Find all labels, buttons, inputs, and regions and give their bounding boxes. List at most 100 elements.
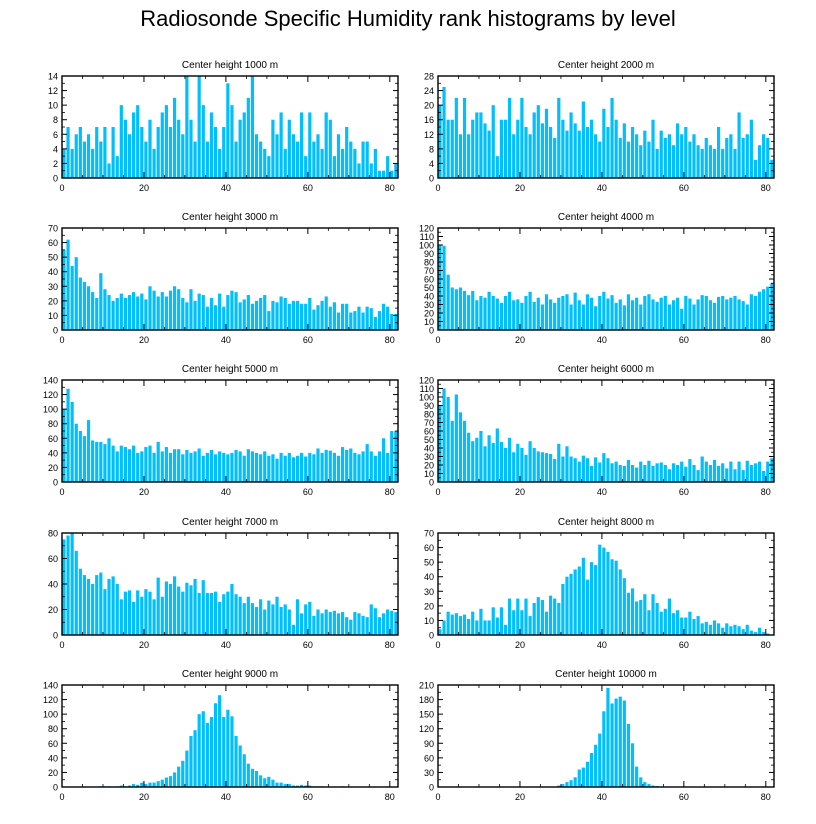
bar: [308, 452, 312, 482]
bar: [201, 105, 205, 178]
bar: [639, 777, 643, 787]
y-tick-label: 40: [48, 448, 58, 458]
bar: [450, 119, 454, 178]
bar: [66, 535, 70, 635]
bar: [700, 623, 704, 635]
x-tick-label: 0: [59, 640, 64, 650]
bar: [148, 445, 152, 482]
bar: [622, 305, 626, 330]
bar: [226, 709, 230, 787]
bar: [475, 620, 479, 635]
bar: [271, 300, 275, 330]
bar: [205, 452, 209, 482]
bar: [721, 627, 725, 635]
bar: [193, 141, 197, 178]
bar: [483, 620, 487, 635]
bar: [495, 428, 499, 482]
bar: [700, 295, 704, 330]
bar: [234, 736, 238, 787]
bar: [688, 298, 692, 330]
bar: [218, 695, 222, 787]
bar: [536, 105, 540, 178]
bar: [177, 119, 181, 178]
bar: [573, 777, 577, 787]
bar: [622, 465, 626, 482]
bar: [172, 97, 177, 178]
y-tick-label: 0: [429, 326, 434, 336]
bar: [300, 784, 304, 787]
bar: [213, 454, 218, 482]
bar: [471, 119, 475, 178]
y-tick-label: 20: [424, 309, 434, 319]
bar: [78, 127, 82, 178]
bar: [365, 141, 369, 178]
bar: [725, 137, 729, 178]
bar: [577, 769, 581, 787]
bar: [721, 296, 725, 330]
bar: [671, 145, 676, 178]
bar: [295, 300, 300, 330]
bar: [242, 455, 246, 482]
bar: [561, 456, 565, 482]
bar: [66, 127, 70, 178]
bar: [361, 615, 365, 635]
bar: [177, 586, 181, 635]
bar: [357, 306, 361, 330]
y-tick-label: 10: [424, 317, 434, 327]
bar: [152, 148, 156, 178]
bar: [287, 609, 291, 635]
bar: [565, 294, 569, 330]
bar: [230, 716, 234, 787]
bar: [618, 465, 622, 482]
bar: [585, 127, 590, 178]
x-tick-label: 20: [515, 335, 525, 345]
bar: [148, 119, 152, 178]
bar: [491, 105, 495, 178]
bar: [336, 455, 341, 482]
bar: [553, 302, 557, 330]
bar: [667, 598, 672, 635]
bar: [357, 613, 361, 635]
bar: [373, 455, 377, 482]
bar: [140, 596, 144, 635]
bar: [316, 609, 320, 635]
y-tick-label: 70: [48, 224, 58, 234]
bar: [291, 134, 296, 178]
x-tick-label: 60: [679, 335, 689, 345]
x-tick-label: 0: [59, 487, 64, 497]
bar: [254, 770, 259, 787]
bar: [168, 290, 173, 330]
bar: [602, 453, 606, 482]
bar: [312, 309, 316, 330]
bar: [475, 437, 479, 482]
bar: [512, 452, 516, 482]
y-tick-label: 80: [424, 258, 434, 268]
y-tick-label: 120: [43, 695, 58, 705]
bar: [103, 444, 107, 482]
x-tick-label: 40: [597, 487, 607, 497]
bar: [610, 559, 614, 635]
x-tick-label: 40: [597, 335, 607, 345]
bar: [606, 458, 610, 482]
y-tick-label: 0: [53, 478, 58, 488]
chart-title: Center height 3000 m: [182, 212, 278, 223]
bar: [168, 127, 173, 178]
bar: [614, 461, 618, 482]
x-tick-label: 40: [221, 792, 231, 802]
bar: [651, 785, 655, 787]
bar: [283, 784, 287, 787]
bar: [655, 602, 659, 635]
bar: [263, 148, 267, 178]
bar: [287, 452, 291, 482]
bar: [127, 134, 132, 178]
bar: [259, 599, 263, 635]
bar: [78, 568, 82, 635]
bar: [585, 579, 590, 635]
bar: [729, 134, 733, 178]
bar: [491, 296, 495, 330]
bar: [168, 452, 173, 482]
bar: [275, 134, 279, 178]
bar: [499, 119, 504, 178]
bar: [753, 159, 758, 178]
bar: [696, 470, 700, 482]
